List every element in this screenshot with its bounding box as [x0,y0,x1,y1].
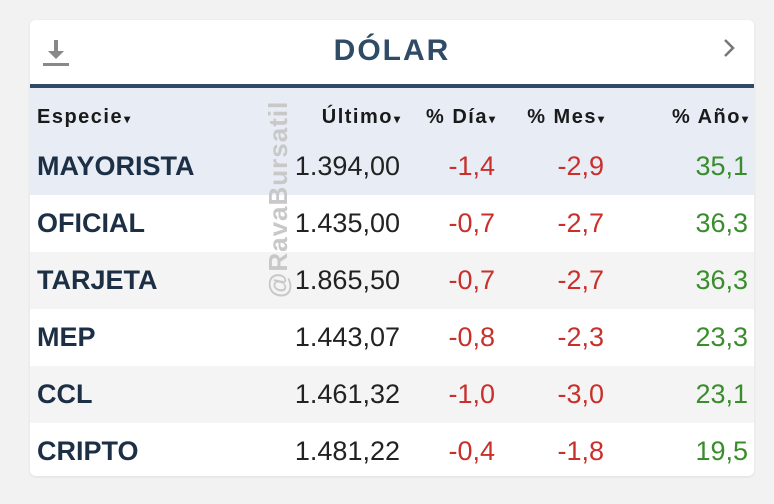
widget-title: DÓLAR [333,34,451,67]
row-name: OFICIAL [37,208,145,238]
row-last: 1.481,22 [294,436,400,466]
row-day-change: -0,4 [448,436,495,466]
download-icon[interactable] [40,38,72,70]
row-year-change: 23,3 [695,322,748,352]
row-day-change: -0,7 [448,208,495,238]
row-last: 1.435,00 [294,208,400,238]
row-day-change: -0,8 [448,322,495,352]
table-row[interactable]: TARJETA 1.865,50 -0,7 -2,7 36,3 [30,252,754,309]
row-last: 1.461,32 [294,379,400,409]
table-row[interactable]: MEP 1.443,07 -0,8 -2,3 23,3 [30,309,754,366]
column-especie[interactable]: Especie▾ [37,106,131,128]
row-month-change: -3,0 [557,379,604,409]
chevron-right-icon[interactable] [718,34,740,64]
dollar-widget: DÓLAR Especie▾ Último▾ % Día▾ % Mes▾ % A… [30,20,754,476]
row-name: TARJETA [37,265,158,295]
row-last: 1.443,07 [294,322,400,352]
sort-arrow-icon: ▾ [393,112,400,126]
row-month-change: -2,7 [557,208,604,238]
table-row[interactable]: CRIPTO 1.481,22 -0,4 -1,8 19,5 [30,423,754,476]
row-last: 1.865,50 [294,265,400,295]
row-month-change: -2,3 [557,322,604,352]
table-row[interactable]: OFICIAL 1.435,00 -0,7 -2,7 36,3 [30,195,754,252]
row-year-change: 23,1 [695,379,748,409]
table-row[interactable]: CCL 1.461,32 -1,0 -3,0 23,1 [30,366,754,423]
row-name: MAYORISTA [37,151,195,181]
sort-arrow-icon: ▾ [488,112,495,126]
row-month-change: -2,9 [557,151,604,181]
row-month-change: -1,8 [557,436,604,466]
watermark: @RavaBursatil [263,100,293,298]
row-day-change: -1,0 [448,379,495,409]
row-year-change: 36,3 [695,208,748,238]
row-name: MEP [37,322,96,352]
column-ultimo[interactable]: Último▾ [321,106,400,128]
table-header: Especie▾ Último▾ % Día▾ % Mes▾ % Año▾ [30,88,754,146]
table-row[interactable]: MAYORISTA 1.394,00 -1,4 -2,9 35,1 [30,138,754,195]
row-year-change: 36,3 [695,265,748,295]
row-last: 1.394,00 [294,151,400,181]
row-year-change: 35,1 [695,151,748,181]
column-ano[interactable]: % Año▾ [671,106,748,128]
row-month-change: -2,7 [557,265,604,295]
row-name: CRIPTO [37,436,139,466]
widget-header: DÓLAR [30,20,754,88]
row-day-change: -1,4 [448,151,495,181]
sort-arrow-icon: ▾ [597,112,604,126]
column-mes[interactable]: % Mes▾ [527,106,604,128]
row-name: CCL [37,379,93,409]
sort-arrow-icon: ▾ [741,112,748,126]
column-dia[interactable]: % Día▾ [426,106,495,128]
row-day-change: -0,7 [448,265,495,295]
row-year-change: 19,5 [695,436,748,466]
sort-arrow-icon: ▾ [124,112,131,126]
